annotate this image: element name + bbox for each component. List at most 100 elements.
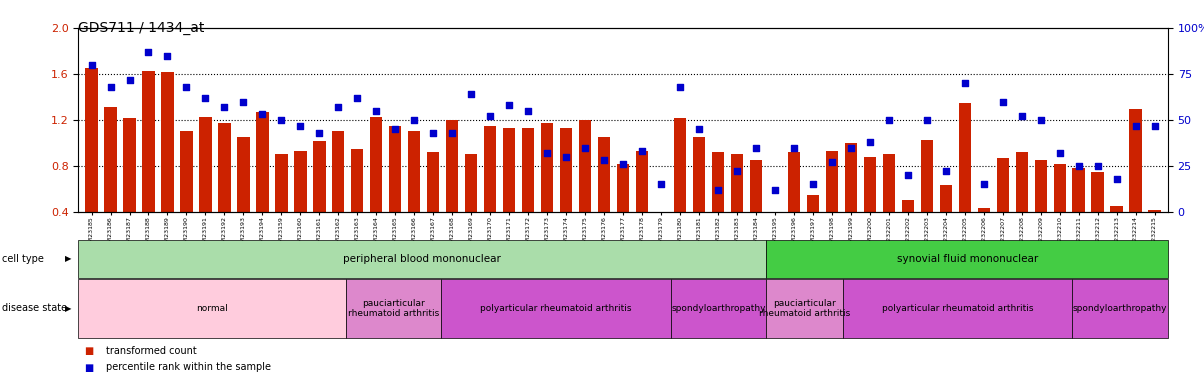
Bar: [276, 154, 288, 258]
Bar: [445, 120, 459, 258]
Bar: [294, 151, 307, 258]
Point: [898, 172, 917, 178]
Point: [253, 111, 272, 117]
Point: [1013, 113, 1032, 119]
Bar: [731, 154, 743, 258]
Point: [746, 145, 766, 151]
Point: [82, 62, 101, 68]
Point: [766, 187, 785, 193]
Text: pauciarticular
rheumatoid arthritis: pauciarticular rheumatoid arthritis: [348, 299, 439, 318]
Text: spondyloarthropathy: spondyloarthropathy: [672, 304, 766, 313]
Bar: [332, 132, 344, 258]
Point: [348, 95, 367, 101]
Bar: [921, 140, 933, 258]
Bar: [616, 164, 630, 258]
Text: cell type: cell type: [2, 254, 45, 264]
Bar: [123, 118, 136, 258]
Point: [177, 84, 196, 90]
Point: [1069, 163, 1088, 169]
Point: [822, 159, 842, 165]
Point: [671, 84, 690, 90]
Bar: [85, 68, 98, 258]
Text: ■: ■: [84, 346, 94, 355]
Bar: [541, 123, 554, 258]
Point: [424, 130, 443, 136]
Bar: [997, 158, 1009, 258]
Point: [993, 99, 1013, 105]
Bar: [674, 118, 686, 258]
Point: [879, 117, 898, 123]
Point: [101, 84, 120, 90]
Text: ▶: ▶: [65, 304, 71, 313]
Point: [974, 182, 993, 188]
Bar: [692, 137, 706, 258]
Bar: [978, 209, 990, 258]
Bar: [465, 154, 477, 258]
Point: [955, 80, 974, 86]
Point: [405, 117, 424, 123]
Bar: [845, 143, 857, 258]
Point: [1106, 176, 1126, 182]
Bar: [1054, 164, 1066, 258]
Bar: [200, 117, 212, 258]
Bar: [1129, 108, 1141, 258]
Bar: [142, 70, 154, 258]
Text: ▶: ▶: [65, 254, 71, 263]
Point: [690, 126, 709, 132]
Text: percentile rank within the sample: percentile rank within the sample: [106, 363, 271, 372]
Bar: [256, 112, 268, 258]
Point: [576, 145, 595, 151]
Bar: [1092, 172, 1104, 258]
Point: [309, 130, 329, 136]
Bar: [769, 212, 781, 258]
Bar: [218, 123, 231, 258]
Bar: [560, 128, 572, 258]
Bar: [484, 126, 496, 258]
Point: [461, 91, 480, 97]
Point: [367, 108, 386, 114]
Bar: [826, 151, 838, 258]
Point: [1145, 123, 1164, 129]
Point: [860, 139, 879, 145]
Point: [1031, 117, 1050, 123]
Point: [196, 95, 216, 101]
Bar: [427, 152, 439, 258]
Point: [1088, 163, 1108, 169]
Point: [500, 102, 519, 108]
Point: [329, 104, 348, 110]
Point: [613, 161, 633, 167]
Bar: [389, 126, 401, 258]
Point: [214, 104, 234, 110]
Text: polyarticular rheumatoid arthritis: polyarticular rheumatoid arthritis: [881, 304, 1033, 313]
Bar: [655, 212, 667, 258]
Point: [784, 145, 803, 151]
Point: [120, 76, 140, 82]
Bar: [181, 132, 193, 258]
Bar: [408, 132, 420, 258]
Text: normal: normal: [196, 304, 228, 313]
Bar: [787, 152, 801, 258]
Bar: [352, 149, 364, 258]
Point: [632, 148, 651, 154]
Point: [480, 113, 500, 119]
Text: ■: ■: [84, 363, 94, 372]
Bar: [902, 200, 914, 258]
Bar: [1073, 168, 1085, 258]
Point: [443, 130, 462, 136]
Text: polyarticular rheumatoid arthritis: polyarticular rheumatoid arthritis: [480, 304, 632, 313]
Text: GDS711 / 1434_at: GDS711 / 1434_at: [78, 21, 205, 34]
Bar: [598, 137, 610, 258]
Point: [842, 145, 861, 151]
Bar: [807, 195, 819, 258]
Point: [651, 182, 671, 188]
Bar: [939, 186, 952, 258]
Point: [1126, 123, 1145, 129]
Bar: [1034, 160, 1046, 258]
Point: [385, 126, 405, 132]
Point: [272, 117, 291, 123]
Point: [234, 99, 253, 105]
Bar: [750, 160, 762, 258]
Bar: [712, 152, 724, 258]
Point: [937, 168, 956, 174]
Point: [1050, 150, 1069, 156]
